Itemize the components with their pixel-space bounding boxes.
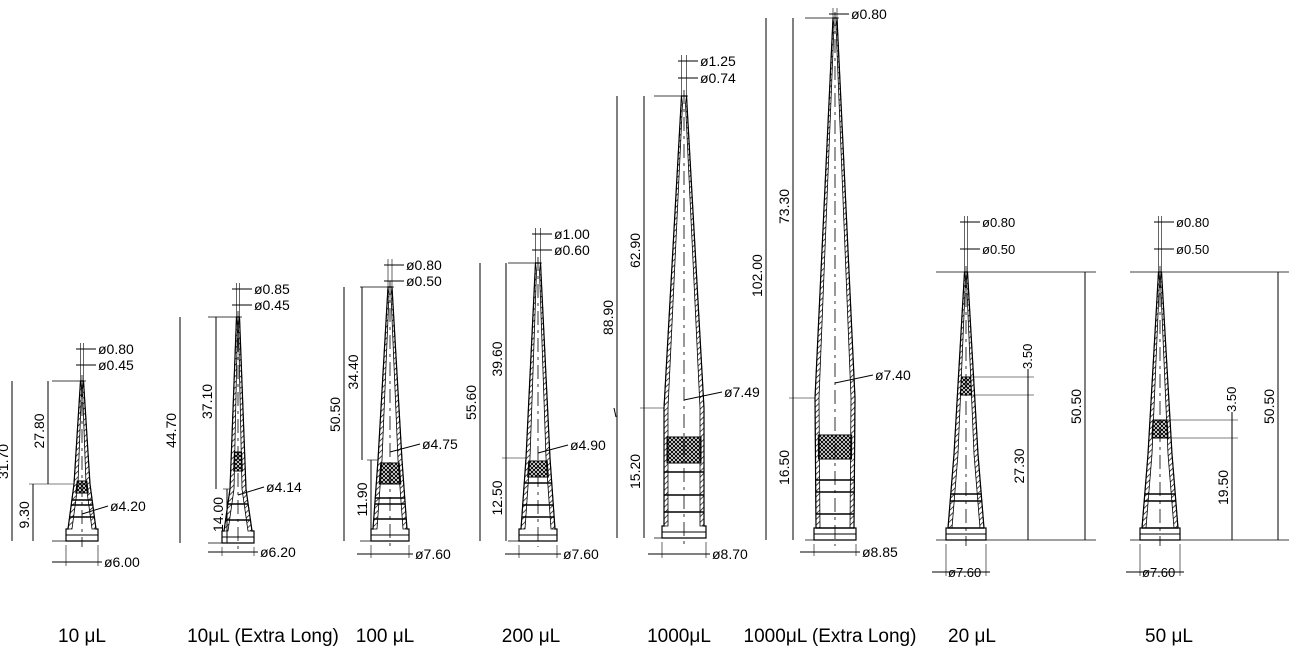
caption-tip-4: 200 μL <box>501 626 561 647</box>
filter-height-label: 3.50 <box>1020 344 1035 369</box>
base-diameter-label: ø7.60 <box>1142 565 1175 580</box>
filter-region <box>959 376 973 396</box>
total-length-label: 50.50 <box>1261 389 1277 424</box>
filter-region <box>1151 419 1169 439</box>
base-height-label: 15.20 <box>627 454 643 489</box>
filter-region <box>75 480 89 494</box>
filter-height-label: 3.50 <box>1224 387 1239 412</box>
dim-shoulder-leader <box>389 443 421 453</box>
tip-diameter-label: ø0.80 <box>406 257 442 273</box>
total-length-label: 88.90 <box>600 300 616 335</box>
filter-region <box>817 434 853 460</box>
shoulder-diameter-label: ø4.75 <box>422 436 458 452</box>
dim-shoulder-leader <box>537 444 569 454</box>
tip-diameter-label: ø0.80 <box>98 341 134 357</box>
base-diameter-label: ø7.60 <box>948 565 981 580</box>
tip-inner-label: ø0.45 <box>98 357 134 373</box>
total-length-label: 50.50 <box>327 397 343 432</box>
caption-tip-3: 100 μL <box>355 626 415 647</box>
tip-diameter-label: ø0.80 <box>851 6 887 22</box>
base-diameter-label: ø7.60 <box>563 546 599 562</box>
tip-wall-right <box>685 95 705 527</box>
tip-wall-right <box>390 286 408 530</box>
shoulder-diameter-label: ø4.90 <box>570 437 606 453</box>
tip-drawing-8: ø0.80 ø0.50 50.50 19.50 3.50 ø7.60 <box>1126 215 1289 580</box>
tip-inner-label: ø0.60 <box>554 242 590 258</box>
tip-diameter-label: ø0.80 <box>982 215 1015 230</box>
taper-length-label: 39.60 <box>489 341 505 376</box>
tip-inner-label: ø0.50 <box>982 242 1015 257</box>
base-diameter-label: ø6.00 <box>104 554 140 570</box>
caption-tip-7: 20 μL <box>948 626 996 647</box>
tip-diameter-label: ø0.85 <box>254 281 290 297</box>
dim-shoulder-leader <box>683 391 723 401</box>
caption-tip-6: 1000μL (Extra Long) <box>743 626 917 647</box>
dim-shoulder-leader <box>81 505 109 515</box>
base-diameter-label: ø8.70 <box>712 546 748 562</box>
caption-tip-5: 1000μL <box>647 626 711 647</box>
caption-tip-8: 50 μL <box>1145 626 1193 647</box>
taper-length-label: 37.10 <box>199 384 215 419</box>
shoulder-diameter-label: ø4.14 <box>266 479 302 495</box>
tip-inner-label: ø0.45 <box>254 297 290 313</box>
shoulder-diameter-label: ø7.49 <box>724 384 760 400</box>
base-height-label: 16.50 <box>776 450 792 485</box>
dim-shoulder-leader <box>834 374 874 384</box>
base-diameter-label: ø8.85 <box>862 544 898 560</box>
tip-inner-label: ø0.74 <box>700 70 736 86</box>
caption-tip-2: 10μL (Extra Long) <box>187 626 339 647</box>
taper-length-label: 34.40 <box>345 354 361 389</box>
total-length-label: 50.50 <box>1068 389 1084 424</box>
base-height-label: 14.00 <box>210 497 226 532</box>
total-length-label: 31.70 <box>0 444 11 479</box>
tip-diameter-label: ø0.80 <box>1176 215 1209 230</box>
dim-shoulder-leader <box>237 486 265 496</box>
tip-inner-label: ø0.50 <box>1176 242 1209 257</box>
filter-region <box>666 436 702 464</box>
tip-drawing-6: ø0.80 102.00 73.30 16.50 ø7.40 ø8.85 <box>749 6 911 560</box>
filter-region <box>378 462 402 485</box>
total-length-label: 102.00 <box>749 254 765 297</box>
tip-inner-label: ø0.50 <box>406 273 442 289</box>
base-height-label: 12.50 <box>489 480 505 515</box>
tip-diameter-label: ø1.25 <box>700 53 736 69</box>
total-length-label: 44.70 <box>163 413 179 448</box>
taper-length-label: 19.50 <box>1215 470 1231 505</box>
base-diameter-label: ø7.60 <box>415 546 451 562</box>
tip-wall-right <box>238 316 253 532</box>
stray-mark <box>613 407 617 418</box>
tip-diameter-label: ø1.00 <box>554 226 590 242</box>
caption-tip-1: 10 μL <box>58 626 106 647</box>
tip-wall-right <box>539 262 556 530</box>
base-diameter-label: ø6.20 <box>260 544 296 560</box>
base-height-label: 11.90 <box>354 482 370 516</box>
shoulder-diameter-label: ø4.20 <box>110 498 146 514</box>
taper-length-label: 27.30 <box>1011 448 1027 483</box>
taper-length-label: 62.90 <box>627 233 643 268</box>
taper-length-label: 27.80 <box>31 413 47 448</box>
total-length-label: 55.60 <box>463 385 479 420</box>
shoulder-diameter-label: ø7.40 <box>875 367 911 383</box>
filter-region <box>527 460 549 478</box>
tip-drawing-7: ø0.80 ø0.50 50.50 27.30 3.50 ø7.60 <box>932 215 1096 580</box>
base-height-label: 9.30 <box>16 501 32 528</box>
taper-length-label: 73.30 <box>776 189 792 224</box>
filter-region <box>233 451 243 472</box>
